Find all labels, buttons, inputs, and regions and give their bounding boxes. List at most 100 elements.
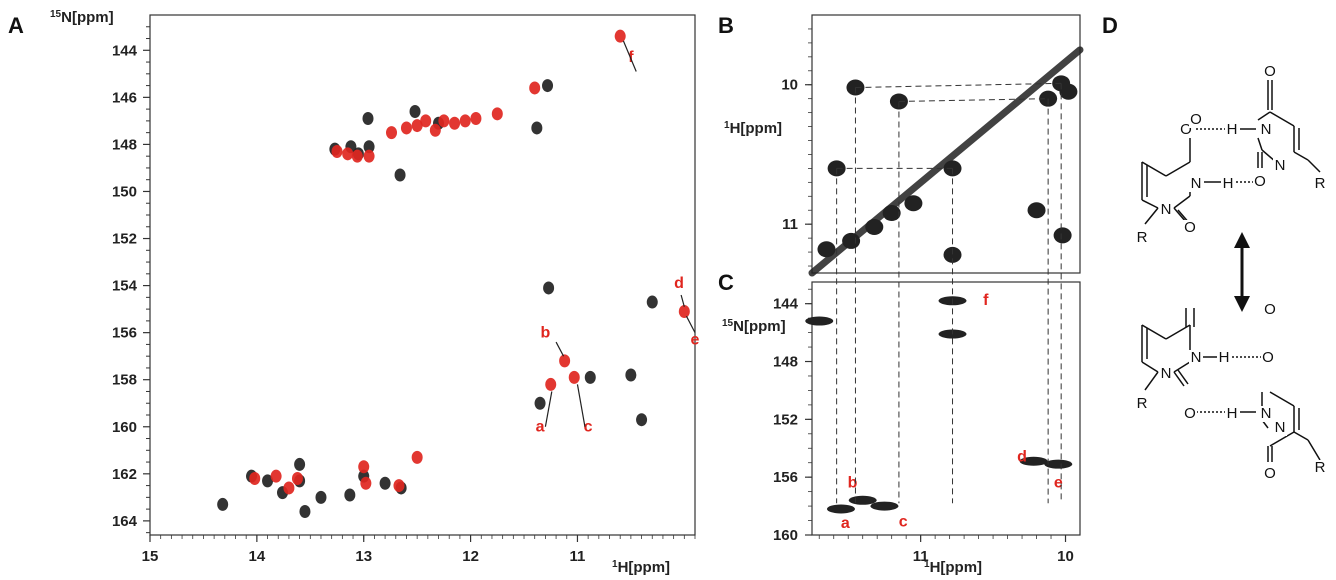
atom-bg	[1183, 220, 1197, 236]
peaks-a	[217, 29, 690, 518]
axis-ticks-a: 144 146 148 150 152 154 156 158 160 162 164 15 14 13 1…	[112, 26, 696, 565]
atom-bg	[1263, 302, 1277, 318]
x-tick-label-a: 11	[570, 548, 586, 565]
atom-bg	[1221, 176, 1235, 192]
peak-a	[625, 368, 637, 382]
y-axis-label-a-sup: 15	[50, 9, 62, 20]
atom-bg	[1189, 112, 1203, 128]
peaks-b	[817, 75, 1078, 263]
peak-a	[531, 121, 543, 135]
y-tick-label-a: 146	[112, 89, 137, 106]
peak-b	[865, 218, 884, 235]
y-tick-label-a: 156	[112, 325, 137, 342]
panel-label-c: C	[718, 270, 734, 295]
peak-b	[943, 246, 962, 263]
peak-a	[344, 488, 356, 502]
atom-bg	[1253, 174, 1267, 190]
atom-bg	[1183, 406, 1197, 422]
peak-a	[678, 304, 690, 318]
y-axis-label-a-main: N[ppm]	[61, 9, 114, 26]
peak-a	[358, 460, 370, 474]
y-tick-label-c: 152	[773, 411, 798, 428]
atom-label: R	[1137, 229, 1148, 246]
peak-a	[646, 295, 658, 309]
peak-a	[429, 123, 441, 137]
peak-a	[529, 81, 541, 95]
peak-a	[299, 504, 311, 518]
peak-a	[400, 121, 412, 135]
y-tick-label-a: 154	[112, 278, 138, 295]
peak-label-c: e	[1054, 474, 1063, 491]
peak-a	[542, 79, 554, 93]
atom-label: N	[1161, 201, 1172, 218]
peaks-c	[805, 296, 1073, 514]
x-tick-label-a: 15	[142, 548, 159, 565]
atom-label: N	[1191, 175, 1202, 192]
plot-frame-a	[149, 14, 696, 536]
peak-a	[362, 112, 374, 126]
peak-a	[559, 354, 571, 368]
x-tick-label-a: 14	[249, 548, 266, 565]
correlation-lines	[836, 82, 1062, 504]
x-axis-label-c-main: H[ppm]	[930, 559, 983, 576]
peak-a	[411, 119, 423, 133]
peak-c	[1044, 459, 1073, 469]
peak-label-a: e	[691, 331, 700, 348]
correlation-line-h	[898, 98, 1049, 102]
peak-a	[283, 481, 295, 495]
peak-a	[409, 104, 421, 118]
peak-a	[491, 107, 503, 121]
peak-leader-a	[685, 315, 696, 333]
peak-a	[449, 116, 461, 130]
peak-a	[363, 140, 375, 154]
peak-c	[805, 316, 834, 326]
peak-a	[342, 147, 354, 161]
y-tick-label-a: 152	[112, 231, 137, 248]
arrow-head-down-icon	[1234, 296, 1250, 312]
atom-label: H	[1227, 405, 1238, 422]
atom-bg	[1263, 64, 1277, 80]
peak-a	[249, 472, 261, 486]
peak-a	[411, 450, 423, 464]
atom-bg	[1273, 158, 1287, 174]
peak-a	[438, 114, 450, 128]
peak-a	[363, 149, 375, 163]
peak-a	[568, 370, 580, 384]
axis-ticks-c: 144 148 152 156 160 11 10	[773, 288, 1074, 565]
peak-label-c: f	[983, 292, 989, 309]
peak-a	[459, 114, 471, 128]
x-tick-label-a: 12	[462, 548, 479, 565]
atom-bg	[1263, 466, 1277, 482]
peak-a	[420, 114, 432, 128]
atom-bg	[1159, 366, 1173, 382]
atom-label: O	[1254, 173, 1266, 190]
panel-label-d: D	[1102, 13, 1118, 38]
peak-b	[882, 205, 901, 222]
x-tick-label-a: 13	[355, 548, 372, 565]
y-axis-label-a: 15N[ppm]	[50, 9, 114, 26]
x-axis-label-a-sup: 1	[612, 559, 618, 570]
atom-label: O	[1180, 121, 1192, 138]
correlation-line-h	[855, 82, 1062, 89]
peak-label-a: c	[584, 418, 593, 435]
y-axis-label-c-sup: 15	[722, 318, 734, 329]
atom-label: O	[1190, 111, 1202, 128]
atom-label: O	[1264, 301, 1276, 318]
y-tick-label-a: 162	[112, 466, 137, 483]
atom-bg	[1259, 406, 1273, 422]
atom-bg	[1135, 230, 1149, 246]
peak-label-a: b	[541, 324, 551, 341]
peak-b	[1053, 227, 1072, 244]
peak-a	[331, 144, 343, 158]
atom-label: N	[1275, 419, 1286, 436]
peak-a	[534, 396, 546, 410]
x-axis-label-c: 1H[ppm]	[924, 559, 982, 576]
atom-bg	[1217, 350, 1231, 366]
peak-label-c: c	[899, 513, 908, 530]
peak-a	[393, 479, 405, 493]
peak-label-c: a	[841, 515, 850, 532]
spectrum-panel-b: 10 11 1H[ppm]	[724, 14, 1084, 277]
atom-label: N	[1261, 405, 1272, 422]
